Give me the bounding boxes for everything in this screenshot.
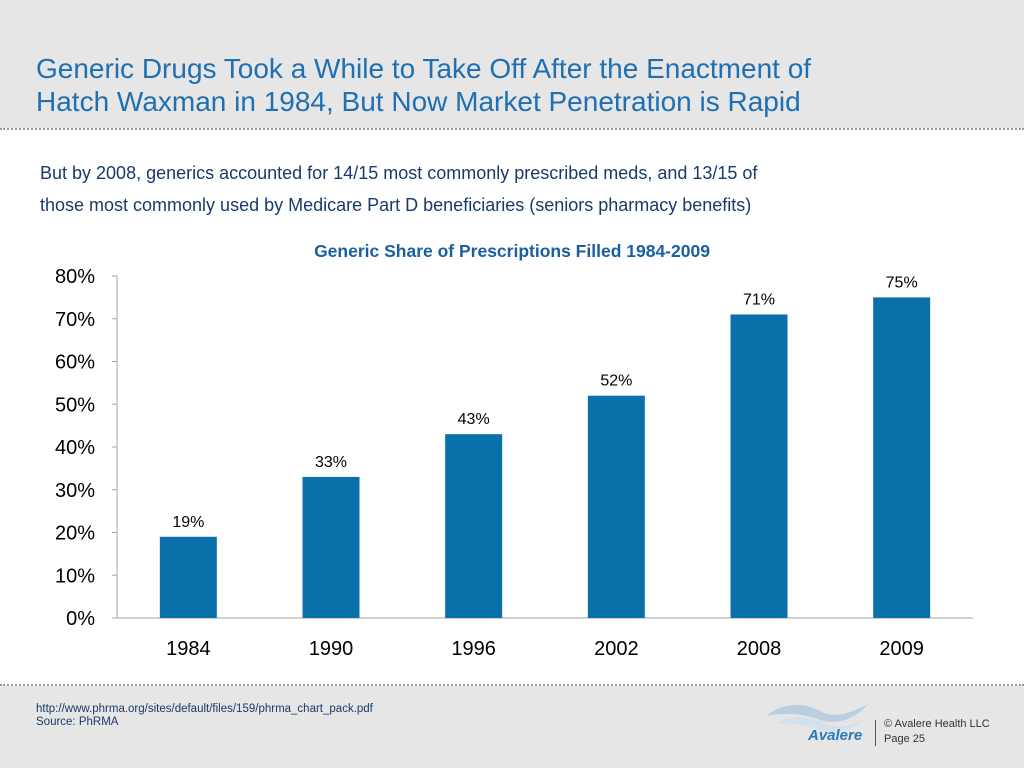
bar bbox=[302, 476, 360, 618]
data-label: 75% bbox=[886, 274, 918, 291]
x-tick-label: 1984 bbox=[166, 638, 211, 660]
slide-title: Generic Drugs Took a While to Take Off A… bbox=[36, 53, 812, 117]
logo-wordmark: Avalere bbox=[808, 727, 863, 744]
data-label: 19% bbox=[172, 514, 204, 531]
x-tick-label: 2002 bbox=[594, 638, 639, 660]
y-tick-label: 10% bbox=[55, 565, 95, 587]
chart-title: Generic Share of Prescriptions Filled 19… bbox=[314, 241, 710, 261]
y-tick-label: 60% bbox=[55, 352, 95, 374]
bar bbox=[873, 297, 931, 618]
x-tick-label: 1996 bbox=[451, 638, 496, 660]
bar bbox=[445, 434, 503, 618]
x-tick-label: 2009 bbox=[879, 638, 924, 660]
footer-divider bbox=[0, 684, 1024, 686]
header-divider bbox=[0, 128, 1024, 130]
x-tick-label: 2008 bbox=[737, 638, 782, 660]
bar bbox=[159, 536, 217, 618]
data-label: 52% bbox=[600, 373, 632, 390]
y-tick-label: 70% bbox=[55, 309, 95, 331]
y-tick-label: 30% bbox=[55, 480, 95, 502]
logo-divider bbox=[875, 720, 876, 746]
y-tick-label: 0% bbox=[66, 608, 95, 630]
y-tick-label: 20% bbox=[55, 523, 95, 545]
bar bbox=[587, 395, 645, 618]
data-label: 33% bbox=[315, 454, 347, 471]
y-tick-label: 50% bbox=[55, 394, 95, 416]
data-label: 71% bbox=[743, 291, 775, 308]
y-tick-label: 40% bbox=[55, 437, 95, 459]
page-number: Page 25 bbox=[884, 733, 925, 745]
footer-band bbox=[0, 686, 1024, 768]
avalere-logo-icon bbox=[766, 704, 868, 733]
source-label: Source: PhRMA bbox=[36, 716, 119, 728]
data-label: 43% bbox=[458, 411, 490, 428]
y-tick-label: 80% bbox=[55, 266, 95, 288]
source-url[interactable]: http://www.phrma.org/sites/default/files… bbox=[36, 703, 373, 715]
copyright-text: © Avalere Health LLC bbox=[884, 718, 990, 730]
slide-subtitle: But by 2008, generics accounted for 14/1… bbox=[40, 163, 758, 215]
bar bbox=[730, 314, 788, 618]
header-band bbox=[0, 0, 1024, 128]
x-tick-label: 1990 bbox=[309, 638, 354, 660]
